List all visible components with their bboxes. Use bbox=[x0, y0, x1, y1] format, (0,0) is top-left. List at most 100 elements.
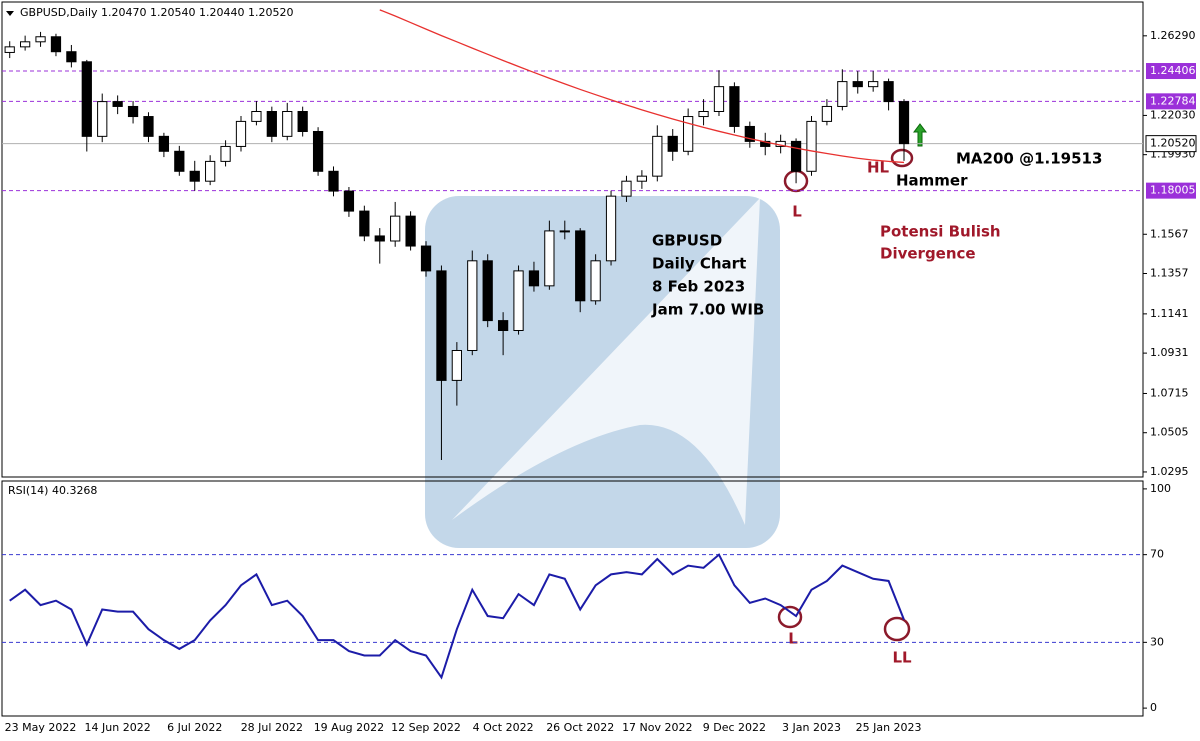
candle-body bbox=[81, 61, 92, 137]
annotation: LL bbox=[892, 649, 912, 667]
y-tick-label: 1.0931 bbox=[1150, 346, 1189, 359]
candle-body bbox=[143, 116, 154, 137]
level-label-box bbox=[1146, 63, 1196, 80]
chart-title: GBPUSD,Daily 1.20470 1.20540 1.20440 1.2… bbox=[20, 6, 293, 19]
candle-body bbox=[482, 260, 493, 322]
candle-body bbox=[868, 81, 879, 88]
circle-marker bbox=[777, 605, 803, 629]
rsi-line bbox=[9, 553, 905, 680]
y-tick-label: 1.1141 bbox=[1150, 307, 1189, 320]
candle-body bbox=[636, 175, 648, 182]
candle-body bbox=[343, 190, 355, 212]
main-panel bbox=[1, 1, 1144, 478]
watermark-text: Daily Chart bbox=[652, 255, 746, 273]
y-tick-label: 1.1357 bbox=[1150, 267, 1189, 280]
circle-marker bbox=[883, 616, 911, 642]
y-tick-label: 1.1567 bbox=[1150, 227, 1189, 240]
candle-body bbox=[66, 51, 77, 63]
watermark-text: Jam 7.00 WIB bbox=[651, 301, 764, 319]
candle-body bbox=[328, 170, 339, 192]
y-tick-label: 1.0505 bbox=[1150, 426, 1189, 439]
x-tick-label: 28 Jul 2022 bbox=[241, 721, 303, 734]
candle-body bbox=[467, 260, 478, 351]
x-tick-label: 6 Jul 2022 bbox=[167, 721, 222, 734]
candle-body bbox=[883, 81, 894, 103]
candle-body bbox=[312, 130, 324, 172]
candle-body bbox=[251, 111, 262, 122]
watermark-text: GBPUSD bbox=[652, 232, 722, 250]
candle-body bbox=[590, 260, 601, 302]
candle-body bbox=[35, 36, 46, 43]
y-tick-label: 30 bbox=[1150, 635, 1164, 648]
x-tick-label: 19 Aug 2022 bbox=[314, 721, 384, 734]
candle-body bbox=[698, 111, 709, 118]
candle-body bbox=[528, 270, 540, 287]
current-price-label: 1.20520 bbox=[1150, 137, 1196, 150]
candle-body bbox=[621, 180, 632, 197]
candle-body bbox=[127, 105, 139, 118]
candle-body bbox=[420, 245, 432, 272]
y-tick-label: 0 bbox=[1150, 701, 1157, 714]
candle-body bbox=[220, 145, 231, 162]
candle-body bbox=[652, 135, 663, 177]
y-tick-label: 70 bbox=[1150, 548, 1164, 561]
candle-body bbox=[729, 86, 740, 127]
candle-body bbox=[189, 170, 200, 182]
candle-body bbox=[837, 81, 848, 107]
moving-average bbox=[379, 9, 905, 164]
candle-body bbox=[790, 140, 802, 172]
x-tick-label: 12 Sep 2022 bbox=[391, 721, 461, 734]
candle-body bbox=[235, 120, 247, 147]
candle-body bbox=[559, 230, 570, 233]
candle-body bbox=[205, 160, 216, 182]
candle-body bbox=[297, 111, 308, 132]
candle-body bbox=[513, 270, 524, 332]
level-label: 1.24406 bbox=[1150, 64, 1196, 77]
candle-body bbox=[158, 135, 170, 152]
y-tick-label: 1.22030 bbox=[1150, 108, 1196, 121]
candle-body bbox=[4, 46, 15, 53]
annotation: Hammer bbox=[896, 172, 968, 190]
x-tick-label: 14 Jun 2022 bbox=[85, 721, 151, 734]
rsi-panel bbox=[1, 480, 1144, 717]
annotation: Potensi Bulish bbox=[880, 223, 1001, 241]
y-tick-label: 100 bbox=[1150, 482, 1171, 495]
candle-body bbox=[112, 101, 123, 107]
candle-body bbox=[451, 349, 462, 381]
candle-body bbox=[605, 195, 617, 262]
candle-body bbox=[359, 210, 370, 237]
y-tick-label: 1.0715 bbox=[1150, 386, 1189, 399]
watermark-logo bbox=[425, 196, 780, 548]
x-tick-label: 17 Nov 2022 bbox=[622, 721, 692, 734]
rsi-title: RSI(14) 40.3268 bbox=[8, 484, 97, 497]
level-label: 1.22784 bbox=[1150, 94, 1196, 107]
annotation: Divergence bbox=[880, 245, 976, 263]
y-tick-label: 1.26290 bbox=[1150, 29, 1196, 42]
candle-body bbox=[374, 235, 385, 242]
candle-body bbox=[20, 41, 31, 48]
candle-body bbox=[575, 230, 586, 302]
candle-body bbox=[97, 101, 108, 137]
y-tick-label: 1.0295 bbox=[1150, 465, 1189, 478]
annotation: HL bbox=[867, 159, 890, 177]
candle-body bbox=[50, 36, 62, 53]
x-tick-label: 25 Jan 2023 bbox=[856, 721, 922, 734]
candle-body bbox=[174, 150, 185, 172]
candle-body bbox=[744, 125, 755, 142]
x-tick-label: 3 Jan 2023 bbox=[782, 721, 841, 734]
annotation: MA200 @1.19513 bbox=[956, 150, 1102, 168]
x-tick-label: 9 Dec 2022 bbox=[703, 721, 766, 734]
level-label-box bbox=[1146, 182, 1196, 199]
x-tick-label: 26 Oct 2022 bbox=[546, 721, 614, 734]
x-tick-label: 23 May 2022 bbox=[5, 721, 77, 734]
candle-body bbox=[405, 215, 416, 247]
up-arrow bbox=[913, 123, 927, 147]
annotation: L bbox=[788, 630, 798, 648]
candle-body bbox=[390, 215, 401, 242]
circle-marker bbox=[890, 148, 914, 168]
candle-body bbox=[806, 120, 817, 172]
candle-body bbox=[282, 111, 293, 137]
candle-body bbox=[713, 86, 725, 113]
watermark-text: 8 Feb 2023 bbox=[652, 278, 745, 296]
